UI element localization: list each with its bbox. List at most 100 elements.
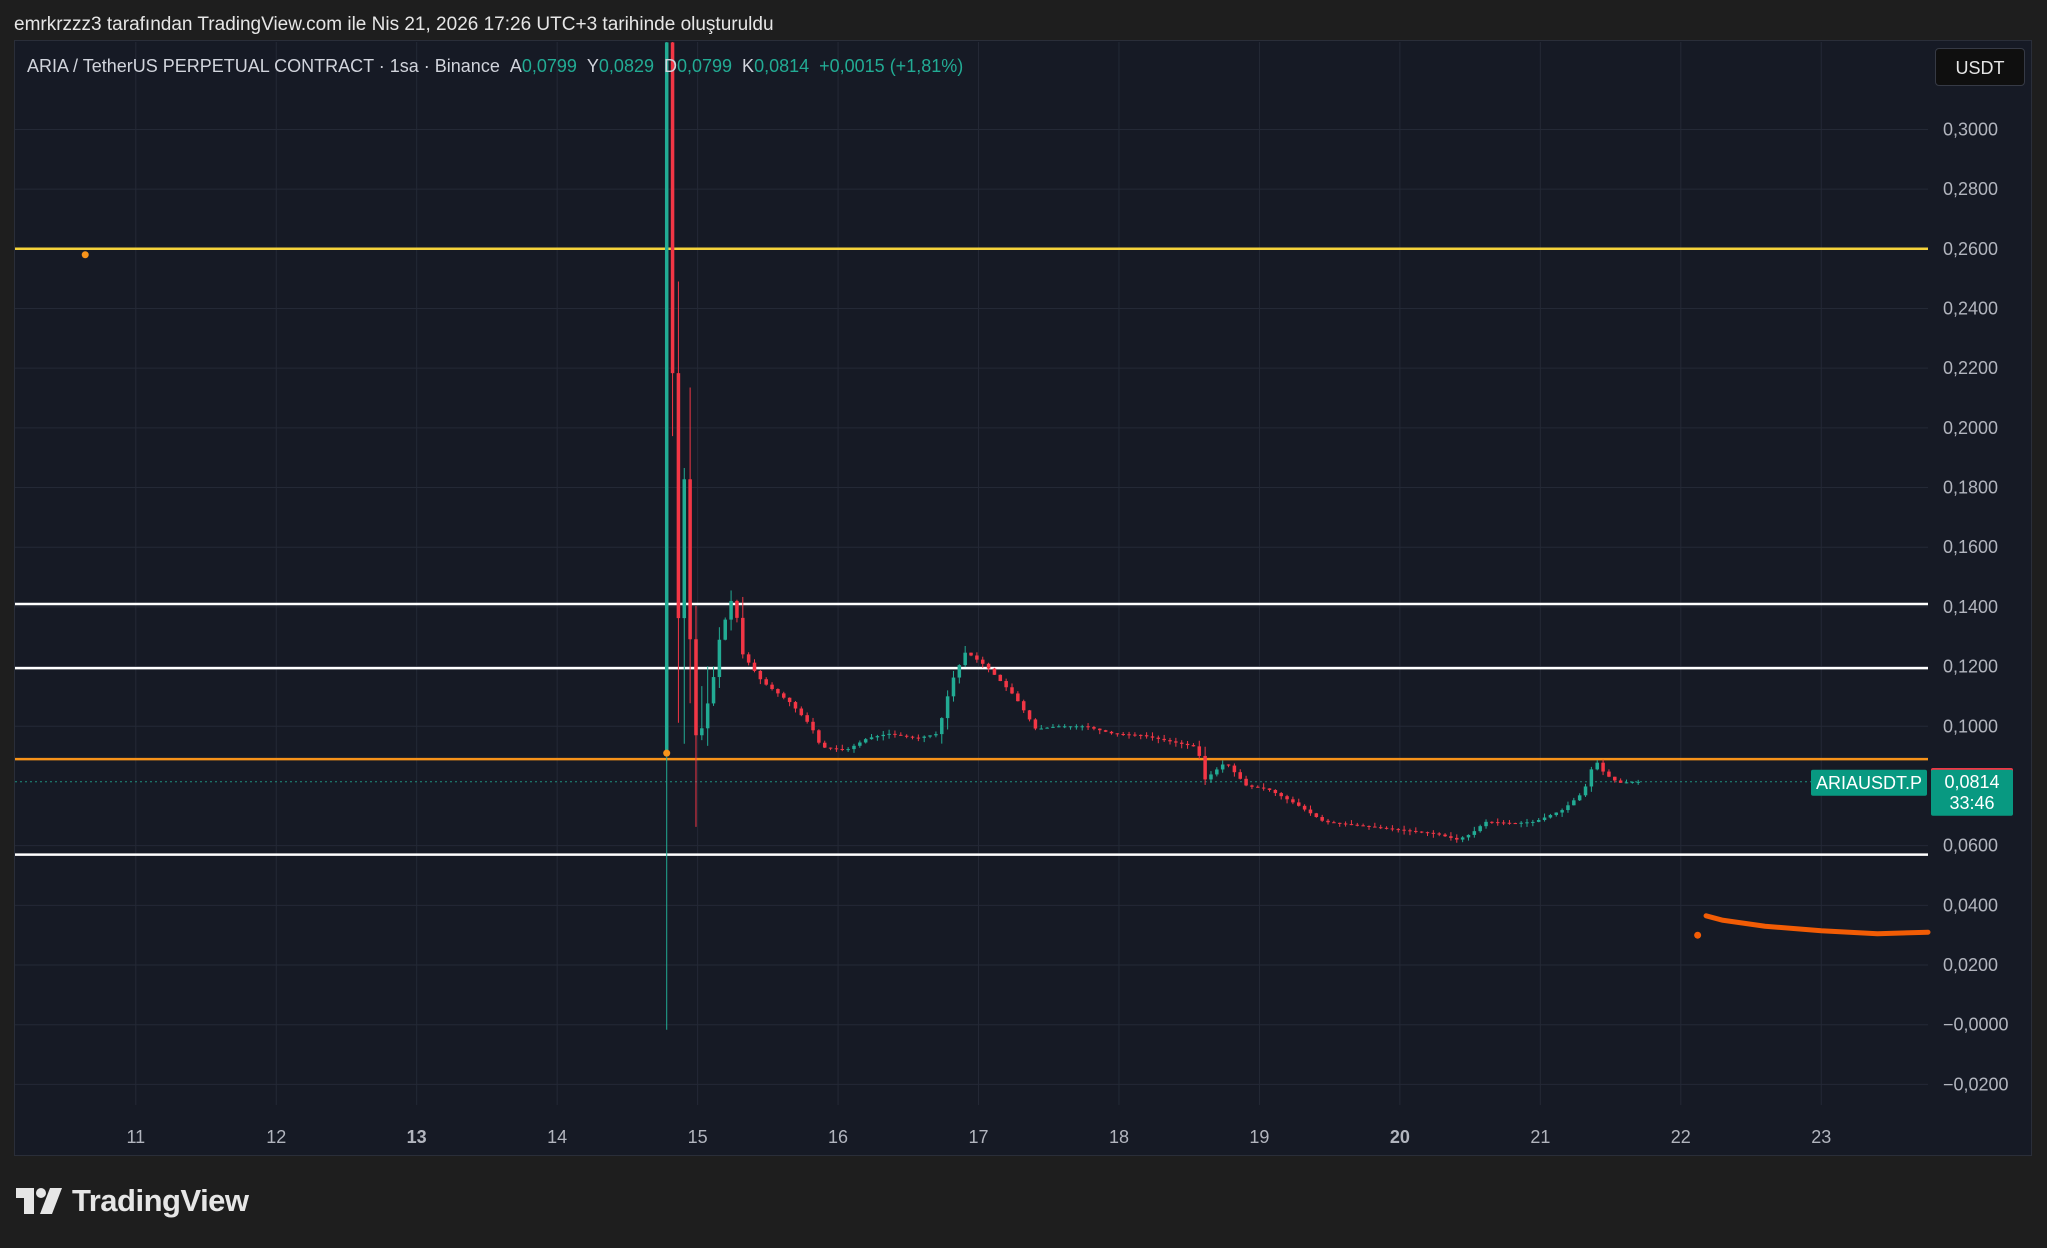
- candle-body: [752, 662, 757, 671]
- x-tick-label: 22: [1671, 1127, 1691, 1147]
- candle-body: [980, 659, 985, 664]
- candle-body: [1016, 693, 1020, 702]
- candle-body: [1144, 735, 1149, 737]
- candle-body: [1039, 728, 1044, 730]
- candle-body: [887, 733, 891, 735]
- x-tick-label: 16: [828, 1127, 848, 1147]
- candle-body: [1285, 796, 1289, 800]
- candle-body: [717, 639, 722, 678]
- tradingview-logo-icon: [16, 1188, 62, 1214]
- candle-body: [1449, 836, 1453, 838]
- candle-body: [1027, 710, 1032, 720]
- candle-body: [1425, 832, 1430, 834]
- candle-body: [1004, 681, 1008, 688]
- candle-body: [1332, 822, 1336, 824]
- candle-body: [1484, 821, 1488, 827]
- candle-body: [940, 718, 944, 735]
- candle-body: [1525, 822, 1529, 824]
- candle-body: [1501, 822, 1506, 824]
- candle-body: [881, 734, 886, 737]
- candle-body: [1531, 821, 1535, 823]
- candle-body: [963, 652, 967, 666]
- y-tick-label: 0,0600: [1943, 836, 1998, 856]
- y-tick-label: 0,2000: [1943, 418, 1998, 438]
- candle-body: [986, 663, 991, 669]
- legend-symbol: ARIA / TetherUS PERPETUAL CONTRACT · 1sa…: [27, 56, 500, 76]
- candle-body: [957, 665, 962, 678]
- candle-body: [1577, 795, 1582, 801]
- candle-body: [1583, 786, 1588, 796]
- legend-close: 0,0814: [754, 56, 810, 76]
- candle-body: [688, 479, 692, 640]
- candle-body: [1513, 823, 1518, 825]
- candle-body: [729, 600, 733, 620]
- candle-body: [1068, 726, 1073, 728]
- x-tick-label: 21: [1530, 1127, 1550, 1147]
- symbol-tag-bg: [1811, 769, 1927, 796]
- candle-body: [1057, 726, 1061, 728]
- candle-body: [1337, 822, 1342, 824]
- candle-body: [1607, 771, 1611, 777]
- candle-body: [1103, 730, 1108, 732]
- orange-dot: [663, 749, 671, 757]
- candle-body: [1138, 734, 1143, 736]
- candle-body: [1115, 733, 1120, 735]
- candle-body: [805, 715, 809, 722]
- candle-body: [1320, 817, 1324, 821]
- candle-body: [1326, 820, 1330, 823]
- y-tick-label: −0,0200: [1943, 1074, 2009, 1094]
- candle-body: [992, 668, 997, 675]
- candle-body: [934, 734, 938, 736]
- candle-body: [1291, 799, 1295, 803]
- candle-body: [1226, 764, 1231, 766]
- candle-body: [1150, 736, 1155, 738]
- legend-low: 0,0799: [676, 56, 733, 76]
- candle-body: [1092, 727, 1096, 729]
- candle-body: [1402, 829, 1406, 831]
- candle-body: [1302, 805, 1307, 810]
- legend-open-label: A: [509, 56, 522, 76]
- y-tick-label: 0,1400: [1943, 597, 1998, 617]
- candle-body: [1191, 745, 1196, 747]
- candle-body: [1472, 831, 1477, 835]
- candle-body: [1051, 726, 1055, 728]
- candle-body: [694, 639, 698, 736]
- candle-body: [1308, 809, 1313, 814]
- candle-body: [711, 677, 716, 704]
- candle-body: [682, 479, 687, 619]
- candle-body: [1267, 788, 1272, 790]
- candle-body: [787, 697, 792, 703]
- x-tick-label: 15: [688, 1127, 708, 1147]
- candle-body: [799, 708, 804, 716]
- candle-body: [1460, 837, 1465, 840]
- yellow-dot: [81, 251, 89, 259]
- candle-body: [863, 739, 868, 743]
- symbol-legend: ARIA / TetherUS PERPETUAL CONTRACT · 1sa…: [27, 56, 963, 77]
- candle-body: [875, 736, 880, 738]
- candle-body: [1279, 793, 1283, 797]
- y-tick-label: 0,2400: [1943, 298, 1998, 318]
- candle-body: [1378, 827, 1383, 829]
- candle-body: [1062, 726, 1067, 728]
- candle-body: [1507, 822, 1512, 824]
- y-tick-label: 0,2200: [1943, 358, 1998, 378]
- candle-body: [1261, 787, 1266, 789]
- drawing-dot: [1694, 931, 1702, 939]
- candle-body: [1238, 772, 1242, 779]
- candle-body: [793, 702, 798, 709]
- candle-body: [782, 693, 786, 698]
- candle-body: [1074, 726, 1079, 728]
- candle-body: [1010, 687, 1014, 694]
- candle-body: [735, 600, 739, 618]
- candle-body: [1297, 802, 1301, 806]
- x-tick-label: 17: [969, 1127, 989, 1147]
- currency-button[interactable]: USDT: [1935, 48, 2025, 86]
- candle-body: [1478, 826, 1482, 832]
- candle-body: [1542, 817, 1547, 821]
- candle-body: [1156, 737, 1161, 739]
- legend-change: +0,0015 (+1,81%): [819, 56, 964, 76]
- candle-body: [705, 703, 710, 729]
- x-tick-label: 23: [1811, 1127, 1831, 1147]
- chart-frame[interactable]: [14, 40, 2032, 1156]
